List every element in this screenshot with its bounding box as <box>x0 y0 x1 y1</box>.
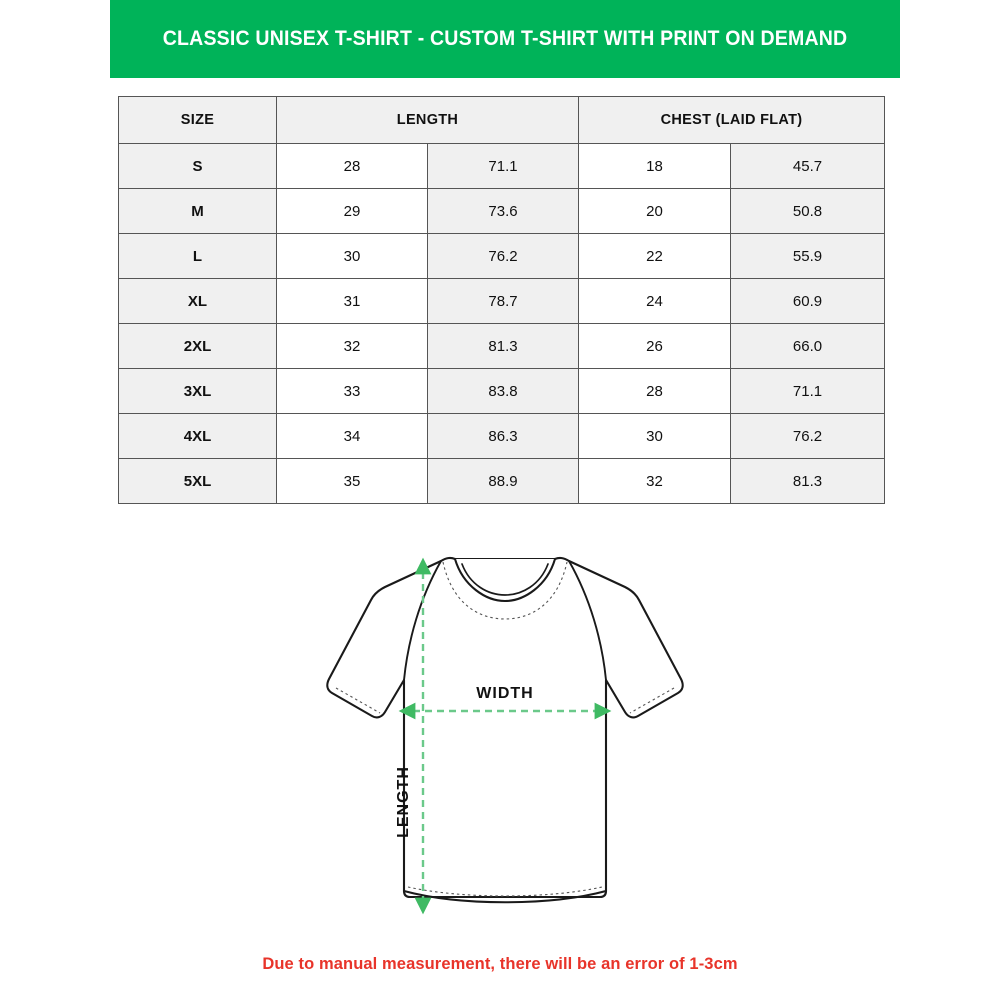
cell-length-cm: 81.3 <box>426 323 580 369</box>
cell-length-inches: 35 <box>276 458 428 504</box>
tshirt-shoulder-seam-right <box>568 560 607 681</box>
cell-chest-inches: 22 <box>578 233 732 279</box>
cell-length-cm: 73.6 <box>426 188 580 234</box>
table-row: 2XL 32 81.3 26 66.0 <box>118 323 886 369</box>
cell-length-cm: 71.1 <box>426 143 580 189</box>
cell-chest-inches: 30 <box>578 413 732 459</box>
table-row: 4XL 34 86.3 30 76.2 <box>118 413 886 459</box>
cell-size: 5XL <box>118 458 277 504</box>
cell-chest-cm: 66.0 <box>730 323 886 369</box>
cell-size: 4XL <box>118 413 277 459</box>
cell-chest-cm: 50.8 <box>730 188 886 234</box>
cell-length-inches: 34 <box>276 413 428 459</box>
tshirt-collar-stitch <box>442 561 568 620</box>
cell-size: 3XL <box>118 368 277 414</box>
column-header-size: SIZE <box>118 96 277 144</box>
length-label: LENGTH <box>395 766 412 838</box>
tshirt-body-outline <box>326 556 684 899</box>
cell-size: M <box>118 188 277 234</box>
cell-length-cm: 83.8 <box>426 368 580 414</box>
tshirt-diagram: WIDTH LENGTH <box>300 540 710 940</box>
table-row: XL 31 78.7 24 60.9 <box>118 278 886 324</box>
table-row: M 29 73.6 20 50.8 <box>118 188 886 234</box>
cell-length-cm: 86.3 <box>426 413 580 459</box>
cell-chest-inches: 32 <box>578 458 732 504</box>
cell-length-cm: 76.2 <box>426 233 580 279</box>
page-title: CLASSIC UNISEX T-SHIRT - CUSTOM T-SHIRT … <box>162 27 848 50</box>
table-row: 5XL 35 88.9 32 81.3 <box>118 458 886 504</box>
table-row: L 30 76.2 22 55.9 <box>118 233 886 279</box>
column-header-chest: CHEST (LAID FLAT) <box>578 96 886 144</box>
cell-length-inches: 33 <box>276 368 428 414</box>
cell-chest-inches: 18 <box>578 143 732 189</box>
cell-size: L <box>118 233 277 279</box>
table-header-row: SIZE LENGTH CHEST (LAID FLAT) <box>118 96 886 144</box>
cell-length-inches: 30 <box>276 233 428 279</box>
size-chart-table: SIZE LENGTH CHEST (LAID FLAT) S 28 71.1 18 4… <box>118 96 886 504</box>
cell-size: 2XL <box>118 323 277 369</box>
cell-length-cm: 88.9 <box>426 458 580 504</box>
cell-chest-cm: 60.9 <box>730 278 886 324</box>
cell-chest-inches: 26 <box>578 323 732 369</box>
cell-chest-cm: 76.2 <box>730 413 886 459</box>
table-row: S 28 71.1 18 45.7 <box>118 143 886 189</box>
cell-chest-cm: 45.7 <box>730 143 886 189</box>
table-body: S 28 71.1 18 45.7 M 29 73.6 20 50.8 L 30 76.2 22 55.9 X… <box>118 143 886 504</box>
measurement-disclaimer: Due to manual measurement, there will be… <box>262 955 738 973</box>
width-label: WIDTH <box>476 685 533 702</box>
tshirt-collar-outer <box>453 557 557 603</box>
cell-length-cm: 78.7 <box>426 278 580 324</box>
cell-chest-cm: 55.9 <box>730 233 886 279</box>
cell-size: S <box>118 143 277 189</box>
cell-chest-inches: 20 <box>578 188 732 234</box>
tshirt-collar-band <box>461 563 549 596</box>
column-header-length: LENGTH <box>275 96 580 144</box>
cell-length-inches: 29 <box>276 188 428 234</box>
cell-length-inches: 28 <box>276 143 428 189</box>
cell-chest-cm: 81.3 <box>730 458 886 504</box>
cell-length-inches: 31 <box>276 278 428 324</box>
cell-chest-inches: 24 <box>578 278 732 324</box>
cell-chest-inches: 28 <box>578 368 732 414</box>
cell-length-inches: 32 <box>276 323 428 369</box>
cell-size: XL <box>118 278 277 324</box>
cell-chest-cm: 71.1 <box>730 368 886 414</box>
header-banner: CLASSIC UNISEX T-SHIRT - CUSTOM T-SHIRT … <box>110 0 900 78</box>
table-row: 3XL 33 83.8 28 71.1 <box>118 368 886 414</box>
tshirt-illustration: WIDTH LENGTH <box>326 556 684 915</box>
